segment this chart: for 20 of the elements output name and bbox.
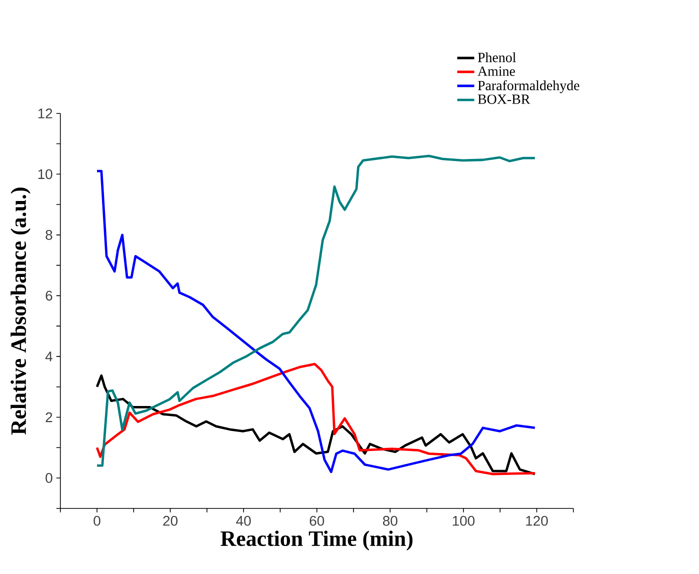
y-tick-label: 12 [38, 108, 52, 118]
x-tick-label: 40 [236, 516, 251, 526]
legend-label: Amine [478, 66, 515, 76]
x-tick-label: 100 [452, 516, 475, 526]
legend-label: Paraformaldehyde [478, 80, 580, 94]
legend-label: BOX-BR [478, 94, 530, 104]
x-tick-label: 80 [383, 516, 398, 526]
x-tick-label: 0 [94, 516, 100, 526]
x-axis-title: Reaction Time (min) [220, 530, 412, 550]
y-tick-label: 6 [46, 290, 52, 301]
x-tick-label: 20 [163, 516, 178, 526]
y-tick-label: 2 [46, 412, 52, 422]
y-tick-label: 10 [38, 169, 52, 180]
x-tick-label: 120 [526, 516, 548, 526]
y-tick-label: 0 [46, 473, 52, 483]
x-tick-label: 60 [310, 516, 324, 526]
y-tick-label: 4 [45, 352, 52, 362]
legend-label: Phenol [478, 52, 516, 62]
y-axis-title: Relative Absorbance (a.u.) [10, 188, 30, 435]
y-tick-label: 8 [46, 230, 52, 240]
